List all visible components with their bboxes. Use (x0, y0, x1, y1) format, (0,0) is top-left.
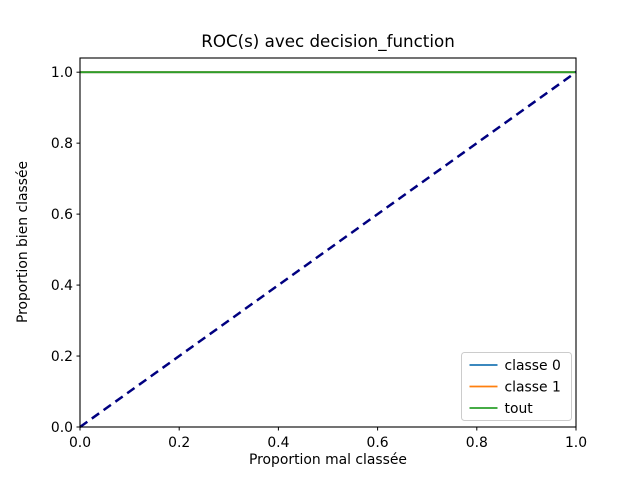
x-axis-label: Proportion mal classée (249, 452, 407, 468)
y-tick-label: 1.0 (51, 65, 73, 81)
x-tick-label: 0.4 (267, 435, 289, 451)
y-tick-label: 0.8 (51, 136, 73, 152)
series-line-diagonale (79, 71, 577, 429)
plot-area: 0.0 0.2 0.4 0.6 0.8 1.0 0.0 0.2 0.4 0.6 0.8 1.0 clas… (51, 57, 587, 451)
x-tick-label: 0.6 (367, 435, 389, 451)
x-tick-label: 1.0 (565, 435, 587, 451)
y-tick-label: 0.2 (51, 349, 73, 365)
y-axis-label: Proportion bien classée (15, 161, 31, 323)
legend: classe 0 classe 1 tout (461, 352, 572, 421)
legend-box (461, 352, 572, 421)
legend-label: tout (505, 401, 534, 417)
x-tick-label: 0.2 (168, 435, 190, 451)
y-tick-label: 0.0 (51, 420, 73, 436)
legend-label: classe 1 (505, 379, 561, 395)
x-tick-label: 0.0 (69, 435, 91, 451)
y-tick-label: 0.6 (51, 207, 73, 223)
legend-label: classe 0 (505, 358, 561, 374)
y-tick-label: 0.4 (51, 278, 73, 294)
axes-frame (79, 57, 577, 428)
chart-title: ROC(s) avec decision_function (201, 31, 455, 52)
x-tick-label: 0.8 (466, 435, 488, 451)
